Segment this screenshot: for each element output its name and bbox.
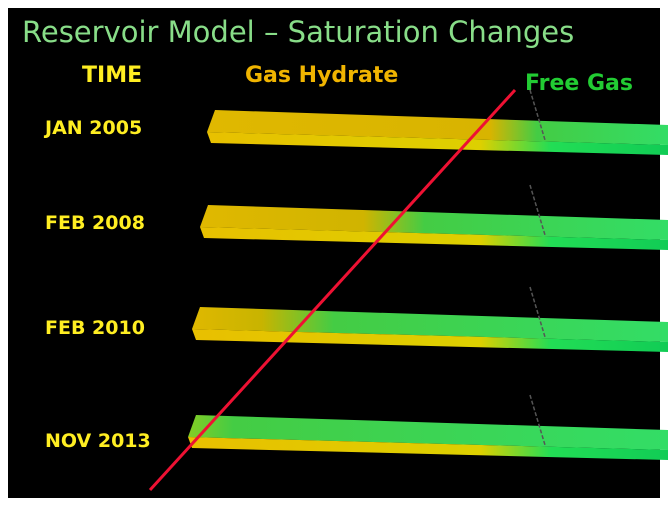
well [529, 184, 546, 236]
slab-front [188, 437, 668, 460]
header-time: TIME [82, 63, 142, 88]
slab-top [207, 110, 668, 145]
well [529, 286, 546, 338]
title: Reservoir Model – Saturation Changes [22, 15, 574, 49]
slab-top [188, 415, 668, 450]
header-hydrate: Gas Hydrate [245, 63, 398, 88]
background [8, 8, 660, 498]
front-line [148, 88, 517, 492]
header-free-gas: Free Gas [525, 71, 633, 96]
slab-front [207, 132, 668, 155]
well [529, 394, 546, 446]
well [529, 89, 546, 141]
slab-front [200, 227, 668, 250]
time-label: FEB 2008 [45, 212, 145, 234]
time-label: FEB 2010 [45, 317, 145, 339]
time-label: JAN 2005 [43, 117, 142, 139]
time-label: NOV 2013 [45, 430, 151, 452]
slab-top [200, 205, 668, 240]
slab-front [192, 329, 668, 352]
slabs [188, 89, 668, 460]
